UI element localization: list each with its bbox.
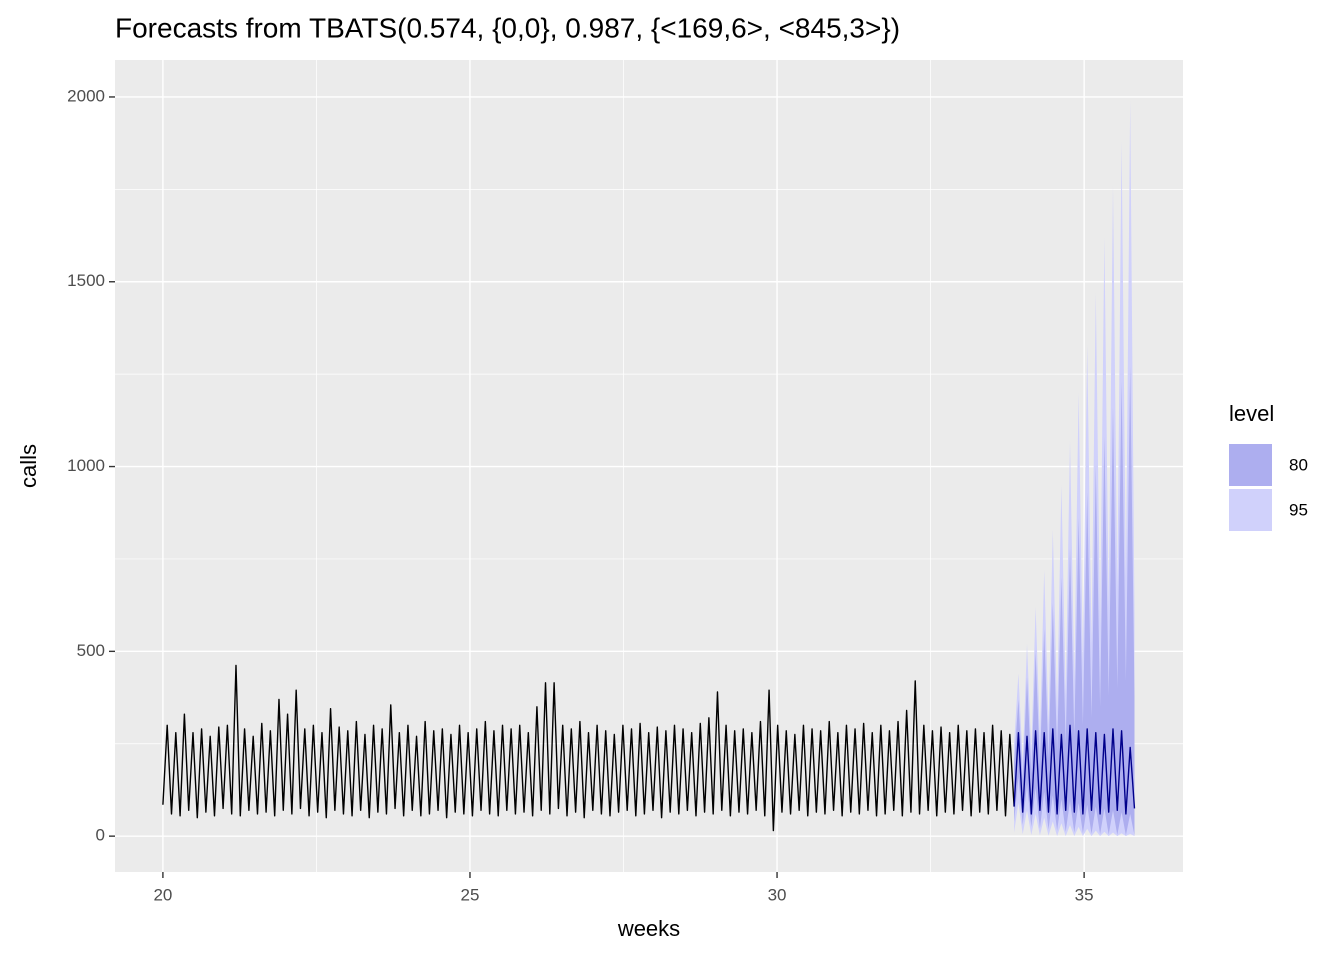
- x-tick-label: 20: [153, 885, 172, 904]
- forecast-line: [1013, 724, 1136, 815]
- legend-key: [1229, 489, 1272, 531]
- y-tick-label: 1500: [67, 271, 105, 290]
- y-tick-label: 2000: [67, 86, 105, 105]
- observed-line: [162, 664, 1015, 832]
- legend-title: level: [1229, 401, 1274, 426]
- legend-label: 95: [1289, 500, 1308, 519]
- y-tick-label: 500: [77, 641, 105, 660]
- y-tick-label: 0: [96, 826, 105, 845]
- x-tick-label: 25: [461, 885, 480, 904]
- x-tick-label: 30: [768, 885, 787, 904]
- interval-band: [1014, 366, 1135, 836]
- legend-key: [1229, 444, 1272, 486]
- legend-label: 80: [1289, 455, 1308, 474]
- y-axis-label: calls: [16, 444, 41, 488]
- x-axis-label: weeks: [617, 916, 680, 941]
- y-tick-label: 1000: [67, 456, 105, 475]
- chart-title: Forecasts from TBATS(0.574, {0,0}, 0.987…: [115, 12, 900, 43]
- x-tick-label: 35: [1075, 885, 1094, 904]
